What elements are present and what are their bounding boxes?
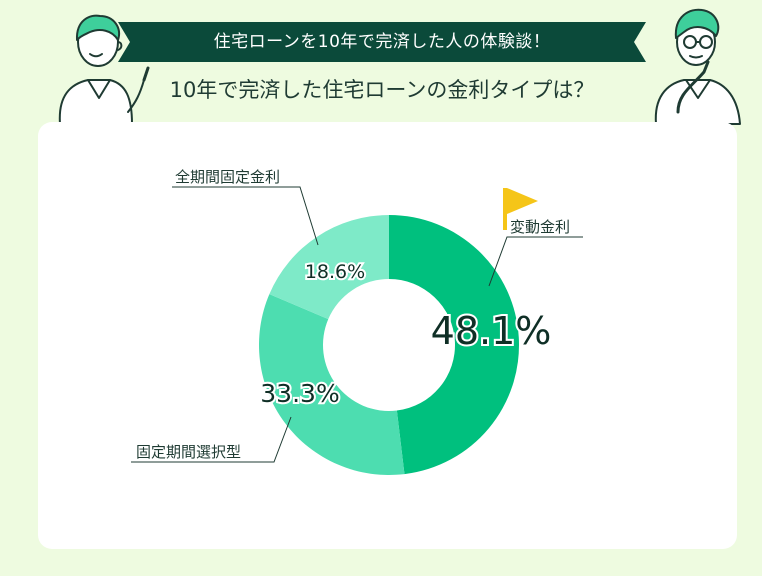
- category-label-fixed-select: 固定期間選択型: [136, 443, 241, 461]
- value-label-fixed-select: 33.3%: [260, 379, 339, 408]
- leader-line-variable: [488, 236, 583, 287]
- slice-fixed-select: [259, 294, 405, 475]
- leader-line-fixed-select: [131, 416, 292, 463]
- category-label-fixed-full: 全期間固定金利: [175, 168, 280, 186]
- slice-variable: [389, 215, 519, 475]
- category-label-variable: 変動金利: [510, 218, 570, 236]
- value-label-variable: 48.1%: [431, 309, 552, 353]
- banner-text: 住宅ローンを10年で完済した人の体験談！: [213, 32, 551, 52]
- chart-card: [38, 122, 737, 549]
- leader-line-fixed-full: [172, 186, 319, 246]
- slice-fixed-full: [269, 215, 389, 320]
- person-thinking-illustration: [654, 8, 741, 125]
- value-label-fixed-full: 18.6%: [305, 261, 365, 283]
- page-title: 10年で完済した住宅ローンの金利タイプは？: [169, 78, 595, 102]
- header-banner: 住宅ローンを10年で完済した人の体験談！: [118, 22, 646, 62]
- flag-icon: [503, 188, 538, 230]
- person-pointing-illustration: [58, 14, 150, 125]
